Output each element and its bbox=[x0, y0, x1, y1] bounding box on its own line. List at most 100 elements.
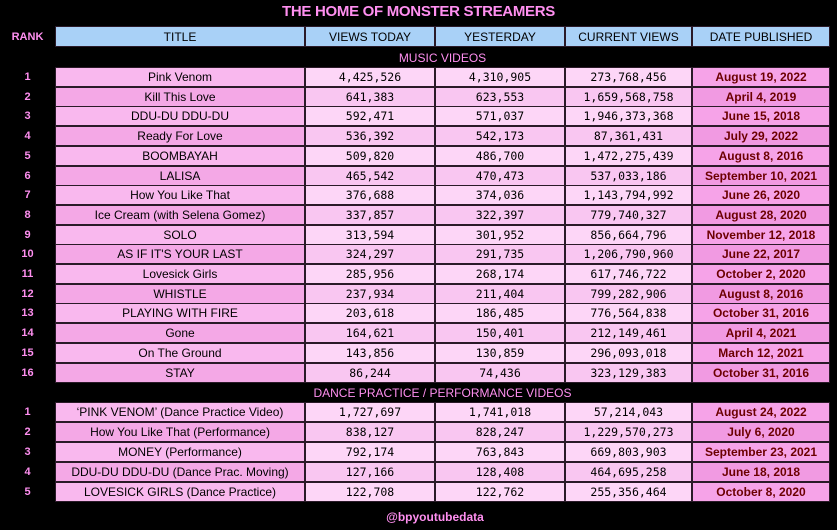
title: DDU-DU DDU-DU bbox=[55, 106, 305, 126]
views-today: 1,727,697 bbox=[305, 402, 435, 422]
yesterday: 828,247 bbox=[435, 422, 565, 442]
yesterday: 623,553 bbox=[435, 87, 565, 107]
current-views: 255,356,464 bbox=[565, 482, 692, 502]
yesterday: 128,408 bbox=[435, 462, 565, 482]
yesterday: 1,741,018 bbox=[435, 402, 565, 422]
column-header: TITLE bbox=[55, 26, 305, 47]
rank: 5 bbox=[24, 150, 31, 162]
date-published: October 31, 2016 bbox=[692, 303, 830, 323]
date-published: August 28, 2020 bbox=[692, 205, 830, 225]
current-views: 1,946,373,368 bbox=[565, 106, 692, 126]
current-views: 212,149,461 bbox=[565, 323, 692, 343]
column-header: DATE PUBLISHED bbox=[692, 26, 830, 47]
date-published: August 8, 2016 bbox=[692, 284, 830, 304]
title: Kill This Love bbox=[55, 87, 305, 107]
views-today: 536,392 bbox=[305, 126, 435, 146]
views-today: 164,621 bbox=[305, 323, 435, 343]
current-views: 799,282,906 bbox=[565, 284, 692, 304]
current-views: 464,695,258 bbox=[565, 462, 692, 482]
footer-handle: @bpyoutubedata bbox=[386, 510, 484, 524]
rank: 1 bbox=[24, 71, 31, 83]
column-header: VIEWS TODAY bbox=[305, 26, 435, 47]
title: WHISTLE bbox=[55, 284, 305, 304]
rank: 12 bbox=[21, 288, 34, 300]
yesterday: 74,436 bbox=[435, 363, 565, 383]
yesterday: 4,310,905 bbox=[435, 67, 565, 87]
views-today: 337,857 bbox=[305, 205, 435, 225]
current-views: 617,746,722 bbox=[565, 264, 692, 284]
date-published: November 12, 2018 bbox=[692, 225, 830, 245]
current-views: 1,143,794,992 bbox=[565, 185, 692, 205]
yesterday: 322,397 bbox=[435, 205, 565, 225]
title: MONEY (Performance) bbox=[55, 442, 305, 462]
column-header: YESTERDAY bbox=[435, 26, 565, 47]
yesterday: 268,174 bbox=[435, 264, 565, 284]
date-published: September 23, 2021 bbox=[692, 442, 830, 462]
views-today: 838,127 bbox=[305, 422, 435, 442]
current-views: 1,229,570,273 bbox=[565, 422, 692, 442]
title: How You Like That (Performance) bbox=[55, 422, 305, 442]
yesterday: 291,735 bbox=[435, 244, 565, 264]
date-published: July 29, 2022 bbox=[692, 126, 830, 146]
current-views: 1,206,790,960 bbox=[565, 244, 692, 264]
date-published: April 4, 2021 bbox=[692, 323, 830, 343]
date-published: August 24, 2022 bbox=[692, 402, 830, 422]
views-today: 641,383 bbox=[305, 87, 435, 107]
rank: 7 bbox=[24, 189, 31, 201]
title: How You Like That bbox=[55, 185, 305, 205]
section-title: MUSIC VIDEOS bbox=[398, 50, 487, 65]
yesterday: 122,762 bbox=[435, 482, 565, 502]
yesterday: 211,404 bbox=[435, 284, 565, 304]
rank: 4 bbox=[24, 130, 31, 142]
current-views: 273,768,456 bbox=[565, 67, 692, 87]
rank: 10 bbox=[21, 248, 34, 260]
current-views: 776,564,838 bbox=[565, 303, 692, 323]
title: AS IF IT'S YOUR LAST bbox=[55, 244, 305, 264]
views-today: 122,708 bbox=[305, 482, 435, 502]
views-today: 127,166 bbox=[305, 462, 435, 482]
rank: 16 bbox=[21, 367, 34, 379]
title: Gone bbox=[55, 323, 305, 343]
title: On The Ground bbox=[55, 343, 305, 363]
views-today: 509,820 bbox=[305, 146, 435, 166]
current-views: 57,214,043 bbox=[565, 402, 692, 422]
views-today: 376,688 bbox=[305, 185, 435, 205]
rank: 2 bbox=[24, 426, 31, 438]
views-today: 324,297 bbox=[305, 244, 435, 264]
title: Ready For Love bbox=[55, 126, 305, 146]
title: BOOMBAYAH bbox=[55, 146, 305, 166]
date-published: August 8, 2016 bbox=[692, 146, 830, 166]
yesterday: 150,401 bbox=[435, 323, 565, 343]
views-today: 143,856 bbox=[305, 343, 435, 363]
date-published: March 12, 2021 bbox=[692, 343, 830, 363]
views-today: 4,425,526 bbox=[305, 67, 435, 87]
yesterday: 542,173 bbox=[435, 126, 565, 146]
current-views: 856,664,796 bbox=[565, 225, 692, 245]
views-today: 465,542 bbox=[305, 166, 435, 186]
current-views: 1,659,568,758 bbox=[565, 87, 692, 107]
title: Lovesick Girls bbox=[55, 264, 305, 284]
views-today: 203,618 bbox=[305, 303, 435, 323]
date-published: October 8, 2020 bbox=[692, 482, 830, 502]
current-views: 779,740,327 bbox=[565, 205, 692, 225]
rank: 9 bbox=[24, 229, 31, 241]
yesterday: 470,473 bbox=[435, 166, 565, 186]
title: Ice Cream (with Selena Gomez) bbox=[55, 205, 305, 225]
yesterday: 486,700 bbox=[435, 146, 565, 166]
current-views: 669,803,903 bbox=[565, 442, 692, 462]
title: LOVESICK GIRLS (Dance Practice) bbox=[55, 482, 305, 502]
date-published: June 15, 2018 bbox=[692, 106, 830, 126]
rank: 6 bbox=[24, 170, 31, 182]
column-header: CURRENT VIEWS bbox=[565, 26, 692, 47]
rank: 5 bbox=[24, 486, 31, 498]
date-published: September 10, 2021 bbox=[692, 166, 830, 186]
title: ‘PINK VENOM’ (Dance Practice Video) bbox=[55, 402, 305, 422]
date-published: June 26, 2020 bbox=[692, 185, 830, 205]
date-published: August 19, 2022 bbox=[692, 67, 830, 87]
title: LALISA bbox=[55, 166, 305, 186]
current-views: 1,472,275,439 bbox=[565, 146, 692, 166]
views-today: 285,956 bbox=[305, 264, 435, 284]
date-published: April 4, 2019 bbox=[692, 87, 830, 107]
rank: 3 bbox=[24, 110, 31, 122]
